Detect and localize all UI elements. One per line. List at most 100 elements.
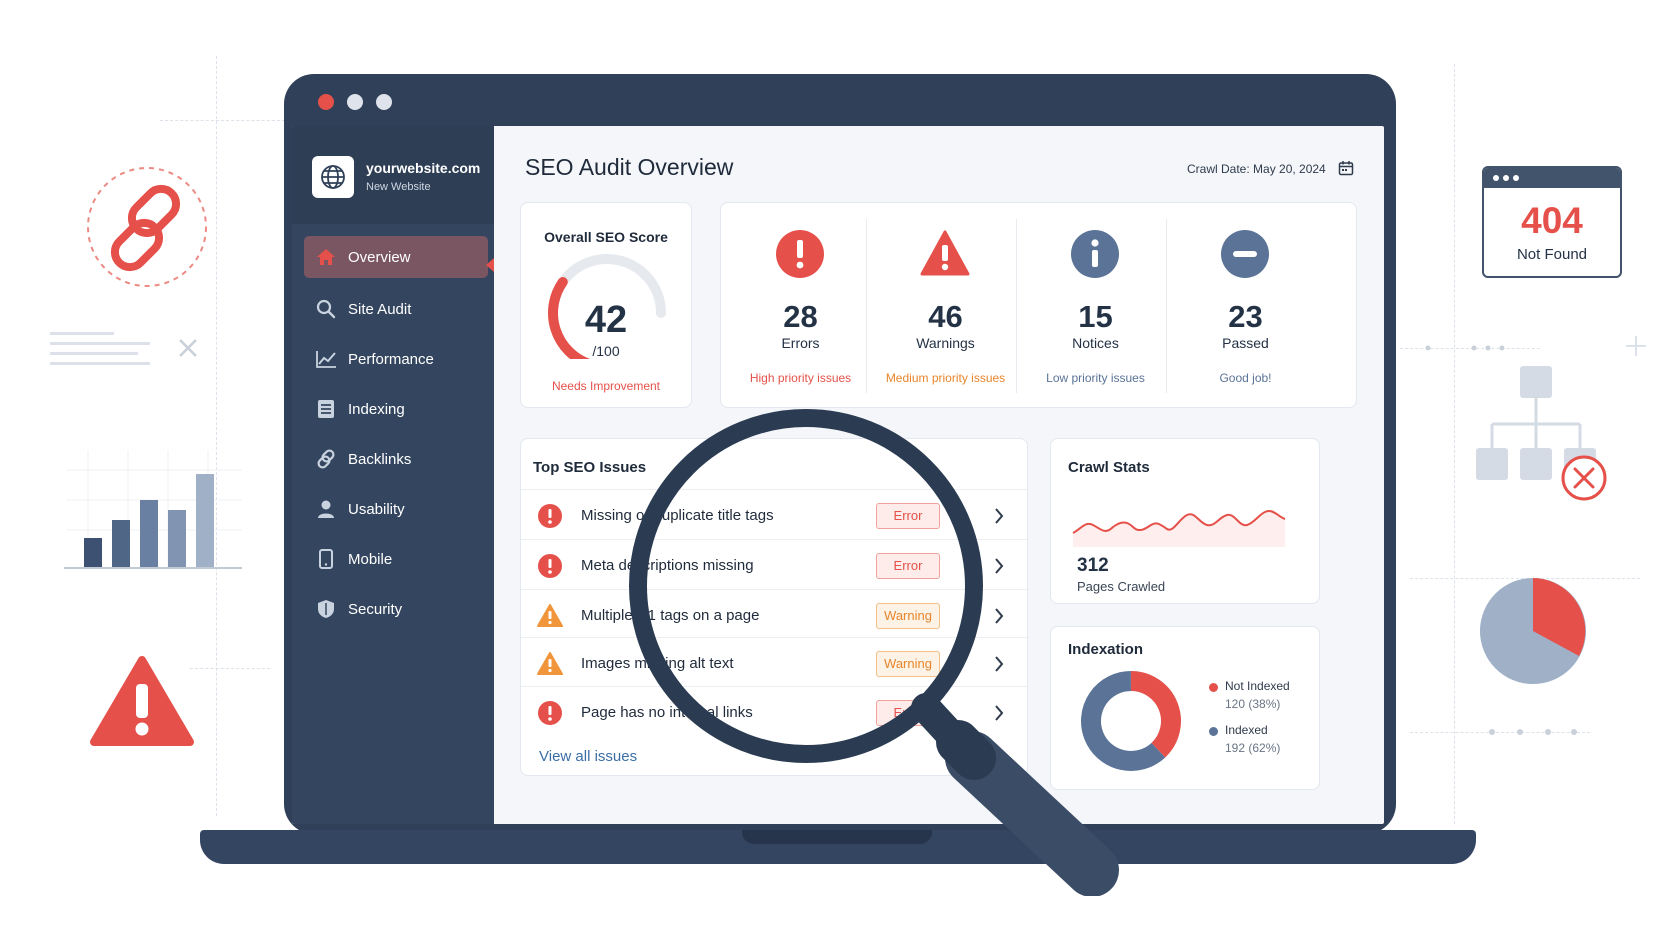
chevron-right-icon[interactable] [993, 703, 1005, 728]
stat-value: 23 [1228, 299, 1263, 334]
sidebar-item-label: Mobile [348, 550, 393, 568]
issue-row[interactable]: Meta descriptions missing Error [521, 539, 1029, 591]
pages-crawled-value: 312 [1077, 555, 1109, 576]
donut-segment-not-indexed [1130, 671, 1181, 758]
legend-value-not-indexed: 120 (38%) [1225, 697, 1281, 711]
indexation-title: Indexation [1068, 641, 1144, 658]
stat-label: Passed [1222, 335, 1269, 351]
issue-text: Meta descriptions missing [581, 557, 754, 574]
stat-warnings[interactable]: 46 Warnings Medium priority issues [866, 203, 1025, 409]
dotted-line-decoration [1425, 345, 1505, 351]
chevron-right-icon[interactable] [993, 654, 1005, 679]
warning-icon [920, 229, 970, 284]
crawl-stats-card: Crawl Stats 312 Pages Crawled [1050, 438, 1320, 604]
stat-notices[interactable]: 15 Notices Low priority issues [1016, 203, 1175, 409]
legend-value-indexed: 192 (62%) [1225, 741, 1281, 755]
user-icon [304, 499, 348, 519]
stat-label: Notices [1072, 335, 1119, 351]
stat-value: 46 [928, 299, 963, 334]
plus-icon [1626, 336, 1646, 356]
legend-dot-indexed [1209, 727, 1218, 736]
stat-note: Medium priority issues [885, 371, 1006, 385]
crawl-date: Crawl Date: May 20, 2024 [1187, 162, 1326, 176]
guide-line [1454, 64, 1455, 824]
sidebar-item-security[interactable]: Security [304, 588, 488, 630]
stat-value: 15 [1078, 299, 1113, 334]
sidebar-item-mobile[interactable]: Mobile [304, 538, 488, 580]
sidebar-item-label: Overview [348, 248, 411, 266]
minus-circle-icon [1220, 229, 1270, 284]
issue-text: Missing or duplicate title tags [581, 507, 774, 524]
warning-icon [537, 603, 563, 634]
crawl-title: Crawl Stats [1068, 459, 1150, 476]
issue-row[interactable]: Multiple H1 tags on a page Warning [521, 589, 1029, 641]
calendar-icon[interactable] [1338, 160, 1354, 181]
indexation-card: Indexation Not Indexed 120 (38%) Indexed… [1050, 626, 1320, 790]
mobile-icon [304, 549, 348, 569]
stat-errors[interactable]: 28 Errors High priority issues [721, 203, 880, 409]
stat-label: Warnings [916, 335, 975, 351]
shield-icon [304, 599, 348, 619]
sidebar-item-label: Security [348, 600, 403, 618]
guide-line [216, 56, 217, 816]
chevron-right-icon[interactable] [993, 606, 1005, 631]
stat-label: Errors [781, 335, 820, 351]
error-icon [537, 553, 563, 584]
sidebar-item-site-audit[interactable]: Site Audit [304, 288, 488, 330]
donut-segment-indexed [1081, 671, 1166, 771]
score-status: Needs Improvement [551, 379, 661, 393]
sidebar-item-performance[interactable]: Performance [304, 338, 488, 380]
issue-row[interactable]: Missing or duplicate title tags Error [521, 489, 1029, 541]
issue-row[interactable]: Images missing alt text Warning [521, 637, 1029, 689]
site-subtitle: New Website [366, 181, 431, 193]
warning-icon [90, 656, 194, 746]
sidebar-item-backlinks[interactable]: Backlinks [304, 438, 488, 480]
issue-text: Multiple H1 tags on a page [581, 607, 760, 624]
score-gauge [548, 254, 666, 359]
severity-badge: Error [876, 503, 940, 529]
link-icon [304, 449, 348, 469]
stat-note: High priority issues [749, 371, 852, 385]
text-lines-icon [50, 332, 197, 365]
legend-label-not-indexed: Not Indexed [1225, 679, 1290, 693]
sidebar-item-usability[interactable]: Usability [304, 488, 488, 530]
document-list-icon [304, 399, 348, 419]
severity-badge: Warning [876, 651, 940, 677]
info-icon [1070, 229, 1120, 284]
sidebar: yourwebsite.com New Website Overview Sit… [292, 126, 494, 824]
error-code: 404 [1521, 200, 1583, 241]
view-all-issues-link[interactable]: View all issues [539, 748, 638, 765]
window-close-dot[interactable] [318, 94, 334, 110]
chevron-right-icon[interactable] [993, 506, 1005, 531]
window-minimize-dot[interactable] [347, 94, 363, 110]
guide-line [190, 668, 270, 669]
score-max: /100 [592, 343, 620, 359]
seo-score-card: Overall SEO Score 42 /100 Needs Improvem… [520, 202, 692, 408]
gauge-fill [548, 277, 591, 359]
error-message: Not Found [1516, 246, 1588, 263]
stat-note: Low priority issues [1046, 371, 1145, 385]
stat-value: 28 [783, 299, 818, 334]
chevron-right-icon[interactable] [993, 556, 1005, 581]
error-icon [775, 229, 825, 284]
error-icon [537, 503, 563, 534]
sidebar-item-label: Usability [348, 500, 405, 518]
search-icon [304, 299, 348, 319]
sidebar-item-label: Backlinks [348, 450, 412, 468]
indexation-donut [1081, 671, 1181, 771]
site-name: yourwebsite.com [366, 160, 481, 176]
bar-chart-decoration [64, 450, 242, 569]
site-selector[interactable]: yourwebsite.com New Website [292, 126, 494, 224]
severity-badge: Error [876, 553, 940, 579]
stat-passed[interactable]: 23 Passed Good job! [1166, 203, 1325, 409]
divider [1016, 219, 1017, 393]
score-title: Overall SEO Score [544, 229, 668, 245]
window-maximize-dot[interactable] [376, 94, 392, 110]
legend-dot-not-indexed [1209, 683, 1218, 692]
sidebar-item-indexing[interactable]: Indexing [304, 388, 488, 430]
home-icon [304, 247, 348, 267]
broken-link-icon [87, 167, 207, 287]
pie-chart-decoration [1480, 578, 1586, 684]
sidebar-item-overview[interactable]: Overview [304, 236, 488, 278]
